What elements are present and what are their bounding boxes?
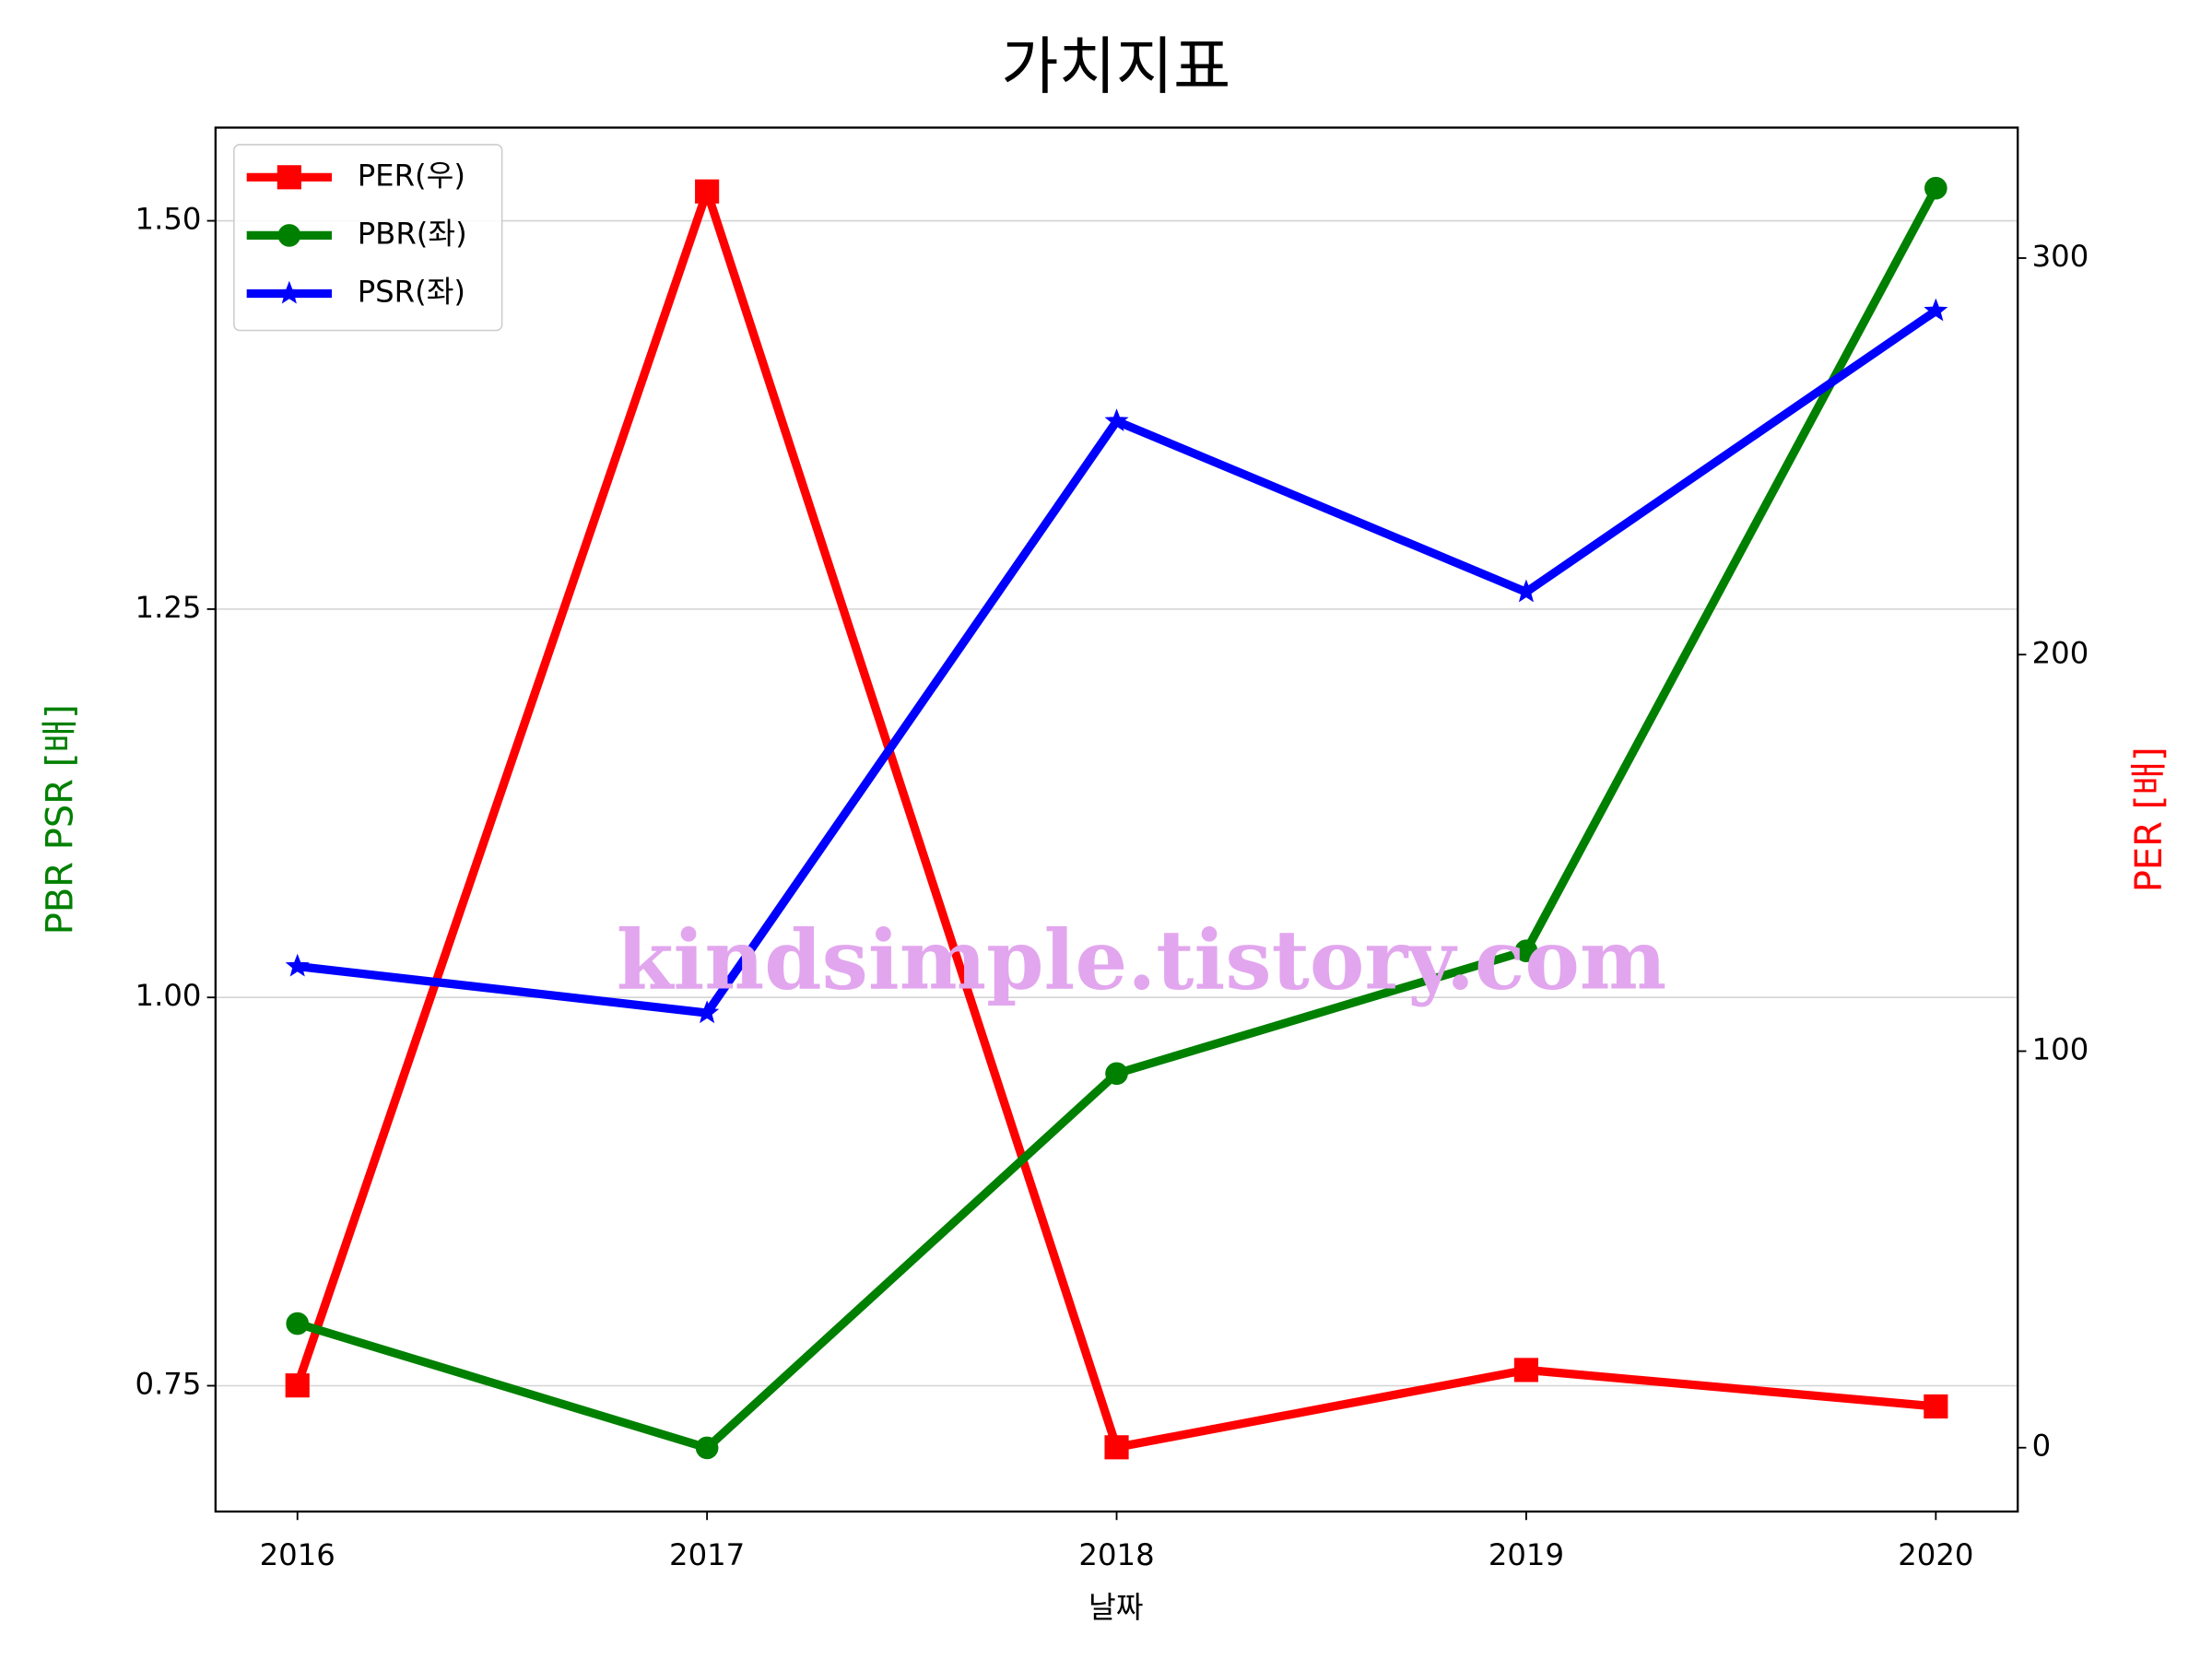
marker [1924, 298, 1948, 322]
marker [1104, 408, 1129, 432]
marker [276, 165, 301, 190]
marker [285, 953, 310, 977]
marker [695, 1000, 720, 1024]
data-line [296, 186, 1940, 1453]
marker [1924, 176, 1947, 200]
y-tick-label: 1.00 [135, 978, 202, 1013]
marker [1514, 939, 1538, 962]
marker [1104, 1435, 1129, 1460]
x-tick-label: 2016 [260, 1537, 335, 1572]
marker [695, 1436, 719, 1460]
x-tick-label: 2017 [669, 1537, 745, 1572]
marker [1513, 579, 1538, 603]
y2-tick-label: 100 [2032, 1031, 2089, 1066]
x-axis-label: 날짜 [1088, 1590, 1143, 1625]
marker [277, 224, 301, 247]
y2-axis-label: PER [배] [2128, 747, 2171, 892]
chart-title: 가치지표 [1001, 29, 1230, 102]
legend-label: PSR(좌) [358, 274, 465, 309]
y2-tick-label: 200 [2032, 635, 2089, 670]
x-tick-label: 2019 [1488, 1537, 1564, 1572]
marker [1924, 1394, 1948, 1419]
x-tick-label: 2020 [1898, 1537, 1973, 1572]
marker [1513, 1358, 1539, 1382]
plot-frame [214, 126, 2019, 1513]
y2-tick-label: 300 [2032, 239, 2089, 274]
marker [695, 179, 720, 204]
y-tick-label: 1.25 [135, 590, 202, 625]
legend-label: PBR(좌) [358, 216, 467, 251]
x-tick-label: 2018 [1078, 1537, 1154, 1572]
marker [285, 1373, 310, 1398]
legend-label: PER(우) [358, 158, 465, 193]
legend-box [233, 144, 503, 332]
y-tick-label: 0.75 [135, 1366, 202, 1401]
data-line [293, 187, 1936, 1452]
watermark: kindsimple.tistory.com [617, 912, 1667, 1009]
y2-tick-label: 0 [2032, 1429, 2052, 1464]
y-tick-label: 1.50 [135, 202, 202, 237]
y-axis-label: PBR PSR [배] [40, 704, 82, 935]
marker [286, 1312, 310, 1335]
marker [276, 280, 301, 304]
marker [1105, 1062, 1128, 1086]
legend: PER(우) PBR(좌) PSR(좌) [233, 144, 503, 332]
